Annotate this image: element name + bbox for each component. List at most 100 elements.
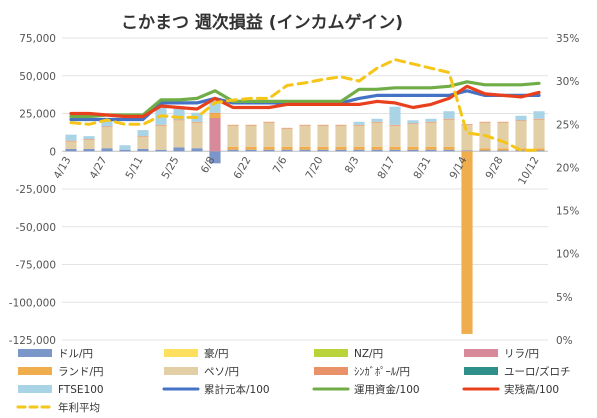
bar-segment: [65, 141, 77, 149]
bar-segment: [353, 149, 365, 152]
bar-segment: [533, 148, 545, 151]
bar-segment: [101, 127, 113, 149]
bar-segment: [281, 146, 293, 150]
bar-segment: [533, 119, 545, 149]
bar-segment: [137, 136, 149, 149]
bar-segment: [65, 140, 77, 142]
bar-segment: [425, 118, 437, 122]
bar-segment: [227, 124, 239, 126]
bar-segment: [317, 146, 329, 150]
bar-segment: [209, 112, 221, 114]
bar-segment: [371, 146, 383, 150]
legend-swatch: [18, 367, 52, 375]
legend-label: ペソ/円: [204, 366, 239, 378]
bar-segment: [353, 121, 365, 125]
bar-segment: [317, 124, 329, 126]
bar-segment: [245, 149, 257, 152]
legend-swatch: [464, 367, 498, 375]
bar-segment: [479, 150, 491, 152]
legend-label: ドル/円: [58, 348, 93, 360]
bar-segment: [407, 149, 419, 152]
bar-segment: [407, 123, 419, 125]
bar-segment: [173, 107, 185, 120]
bar-segment: [389, 146, 401, 150]
legend-label: ｼﾝｶﾞﾎﾟｰﾙ/円: [354, 366, 410, 378]
x-tick-label: 6/22: [231, 155, 253, 181]
bar-segment: [425, 149, 437, 152]
x-tick-label: 9/28: [483, 155, 505, 181]
bar-segment: [101, 126, 113, 128]
y-left-tick-label: 25,000: [19, 109, 56, 121]
bar-segment: [443, 111, 455, 119]
bar-segment: [335, 149, 347, 152]
bar-segment: [497, 121, 509, 123]
legend-label: 実残高/100: [504, 383, 559, 396]
bar-segment: [407, 146, 419, 150]
x-tick-label: 8/17: [375, 155, 397, 181]
bars: [65, 100, 545, 334]
y-right-tick-label: 15%: [556, 206, 579, 218]
bar-segment: [443, 119, 455, 147]
x-tick-label: 7/6: [271, 154, 290, 175]
bar-segment: [245, 146, 257, 150]
legend-label: 年利平均: [58, 401, 100, 414]
bar-segment: [533, 118, 545, 120]
bar-segment: [245, 125, 257, 147]
x-tick-label: 5/11: [123, 155, 145, 181]
bar-segment: [119, 149, 131, 152]
x-tick-label: 8/3: [343, 155, 362, 176]
bar-segment: [335, 146, 347, 150]
bar-segment: [497, 150, 509, 152]
bar-segment: [389, 125, 401, 147]
bar-segment: [83, 139, 95, 149]
bar-segment: [83, 136, 95, 140]
x-tick-label: 5/25: [159, 155, 181, 181]
bar-segment: [515, 121, 527, 149]
bar-segment: [137, 148, 149, 152]
bar-segment: [65, 148, 77, 152]
bar-segment: [335, 124, 347, 126]
bar-segment: [83, 148, 95, 152]
bar-segment: [461, 151, 473, 334]
bar-segment: [425, 146, 437, 150]
x-tick-label: 7/20: [303, 155, 325, 181]
y-right-tick-label: 25%: [556, 119, 579, 131]
y-right-tick-label: 10%: [556, 249, 579, 261]
y-right-tick-label: 5%: [556, 292, 573, 304]
bar-segment: [227, 146, 239, 150]
bar-segment: [263, 122, 275, 147]
legend-label: FTSE100: [58, 384, 104, 396]
bar-segment: [191, 148, 203, 152]
bar-segment: [497, 148, 509, 151]
bar-segment: [479, 121, 491, 123]
bar-segment: [173, 119, 185, 121]
bar-segment: [533, 150, 545, 152]
bar-segment: [371, 122, 383, 147]
bar-segment: [479, 148, 491, 151]
series-line: [69, 80, 541, 119]
bar-segment: [209, 151, 221, 164]
bar-segment: [353, 146, 365, 150]
bar-segment: [209, 113, 221, 119]
bar-segment: [263, 149, 275, 152]
legend-swatch: [314, 367, 348, 375]
y-left-tick-label: -100,000: [9, 297, 56, 309]
legend-label: リラ/円: [504, 348, 539, 360]
bar-segment: [443, 149, 455, 152]
y-left-tick-label: 0: [49, 146, 56, 158]
x-tick-label: 8/31: [411, 155, 433, 181]
bar-segment: [299, 149, 311, 152]
bar-segment: [191, 122, 203, 149]
axes: 75,000 50,000 25,000 0 -25,000 -50,000 -75,000…: [9, 33, 580, 347]
bar-segment: [245, 124, 257, 126]
bar-segment: [353, 124, 365, 126]
bar-segment: [263, 146, 275, 150]
x-tick-label: 10/12: [516, 155, 542, 187]
bar-segment: [227, 125, 239, 147]
legend-swatch: [164, 367, 198, 375]
bar-segment: [119, 145, 131, 150]
bar-segment: [155, 125, 167, 150]
